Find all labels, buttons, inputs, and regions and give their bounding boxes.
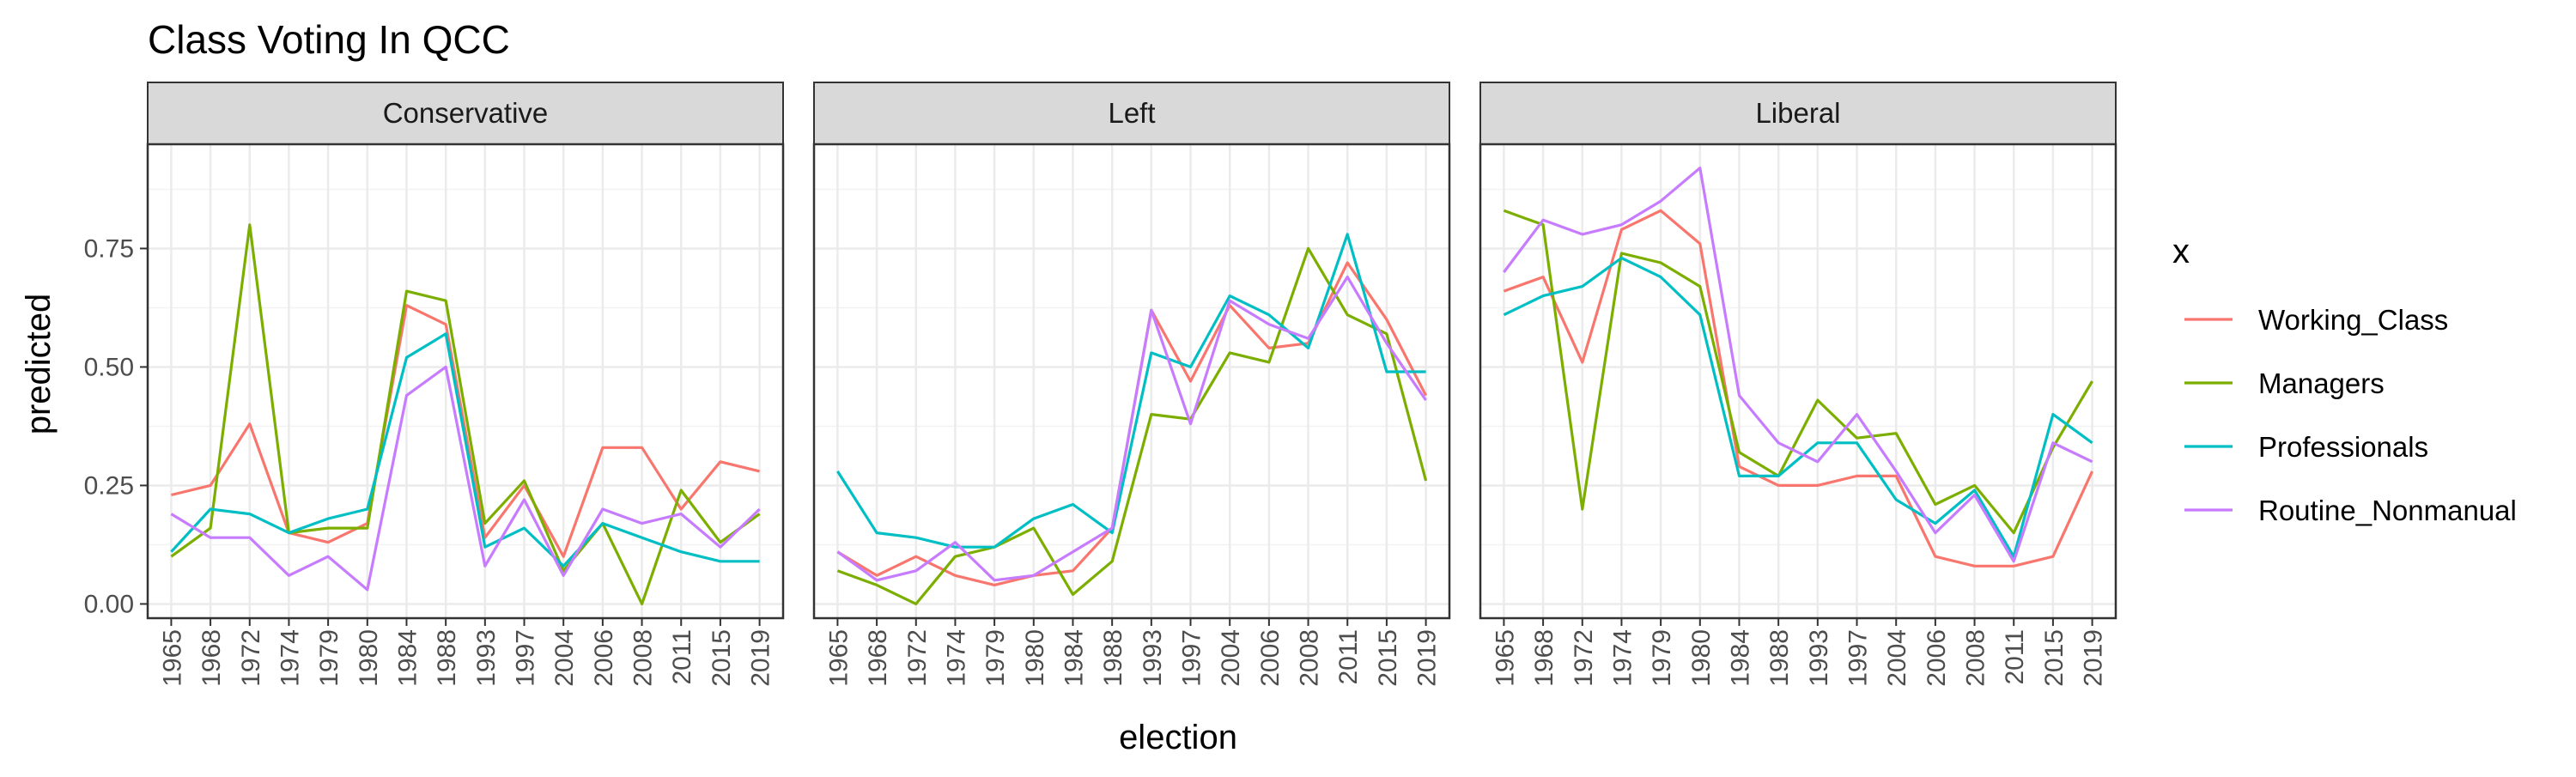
x-tick-label: 2006 <box>590 629 618 687</box>
x-tick-label: 1972 <box>237 629 265 687</box>
x-tick-label: 2008 <box>1962 629 1990 687</box>
chart-title: Class Voting In QCC <box>148 17 510 62</box>
legend-title: x <box>2172 233 2190 270</box>
series-line-working-class-liberal <box>1503 209 2094 568</box>
x-tick-label: 1988 <box>433 629 461 687</box>
legend-label-professionals: Professionals <box>2258 431 2428 463</box>
x-tick-label: 1980 <box>355 629 383 687</box>
panel-border-liberal <box>1479 143 2117 620</box>
x-tick-label: 1965 <box>1491 629 1519 687</box>
legend-label-routine-nonmanual: Routine_Nonmanual <box>2258 495 2517 526</box>
legend-item-working-class: Working_Class <box>2184 304 2448 336</box>
x-tick-label: 2004 <box>550 629 579 687</box>
legend: x Working_Class Managers Professionals Rout… <box>2172 233 2517 526</box>
plot-area-left <box>814 144 1449 618</box>
y-tick-label: 0.25 <box>84 471 134 500</box>
facet-panels: Conservative 1965 1968 1972 1974 1979 1980 1984… <box>84 82 2117 687</box>
y-axis-title: predicted <box>20 294 58 435</box>
x-tick-label: 1979 <box>981 629 1010 687</box>
panel-border-conservative <box>146 143 785 620</box>
x-tick-label: 2011 <box>2001 629 2029 685</box>
facet-liberal: Liberal 1965 1968 1972 1974 1979 1980 1984 1988 1… <box>1479 82 2117 687</box>
x-tick-label: 1968 <box>864 629 892 687</box>
legend-item-routine-nonmanual: Routine_Nonmanual <box>2184 495 2517 526</box>
x-tick-label: 2004 <box>1217 629 1245 687</box>
x-tick-label: 2015 <box>2040 629 2069 687</box>
x-tick-label: 2019 <box>2080 629 2108 687</box>
y-tick-label: 0.50 <box>84 353 134 381</box>
x-tick-label: 1968 <box>197 629 226 687</box>
x-tick-label: 1988 <box>1099 629 1127 687</box>
series-line-managers-conservative <box>170 223 761 606</box>
legend-label-working-class: Working_Class <box>2258 304 2448 336</box>
strip-conservative <box>147 82 784 145</box>
series-line-professionals-liberal <box>1503 256 2093 558</box>
facet-conservative: Conservative 1965 1968 1972 1974 1979 1980 1984… <box>84 82 785 687</box>
x-tick-label: 1965 <box>824 629 853 687</box>
series-line-working-class-conservative <box>171 304 760 558</box>
x-axis-title: election <box>1119 719 1237 756</box>
series-line-managers-left <box>836 246 1428 606</box>
panel-border-left <box>812 143 1451 620</box>
legend-item-professionals: Professionals <box>2184 431 2428 463</box>
x-tick-label: 2008 <box>1296 629 1324 687</box>
x-tick-label: 2008 <box>629 629 658 687</box>
x-tick-label: 1997 <box>512 629 540 687</box>
series-line-routine-nonmanual-conservative <box>170 365 761 592</box>
x-tick-label: 2019 <box>1413 629 1442 687</box>
x-tick-label: 1972 <box>903 629 932 687</box>
x-tick-label: 1993 <box>472 629 501 687</box>
plot-area-conservative <box>148 144 783 618</box>
series-line-professionals-conservative <box>170 332 760 568</box>
x-tick-label: 1980 <box>1687 629 1716 687</box>
strip-label-liberal: Liberal <box>1755 97 1840 129</box>
x-tick-label: 1974 <box>942 629 970 687</box>
x-tick-label: 1984 <box>1727 629 1755 687</box>
plot-area-liberal <box>1480 144 2116 618</box>
x-tick-label: 1972 <box>1570 629 1598 687</box>
series-line-managers-liberal <box>1503 209 2093 535</box>
legend-item-managers: Managers <box>2184 367 2385 399</box>
x-tick-label: 1988 <box>1765 629 1794 687</box>
x-tick-label: 1993 <box>1805 629 1833 687</box>
x-tick-label: 1979 <box>1648 629 1676 687</box>
strip-liberal <box>1479 82 2117 145</box>
x-tick-label: 2015 <box>1374 629 1402 687</box>
x-tick-label: 2011 <box>1334 629 1363 685</box>
x-tick-label: 2006 <box>1923 629 1951 687</box>
series-line-professionals-left <box>836 233 1426 549</box>
x-tick-label: 1984 <box>1060 629 1089 687</box>
x-tick-label: 2015 <box>708 629 736 687</box>
strip-label-conservative: Conservative <box>383 97 549 129</box>
x-tick-label: 1979 <box>315 629 343 687</box>
x-tick-label: 1993 <box>1139 629 1167 687</box>
x-tick-label: 1997 <box>1178 629 1206 687</box>
x-tick-label: 2006 <box>1256 629 1285 687</box>
y-tick-label: 0.00 <box>84 590 134 618</box>
x-tick-label: 2019 <box>747 629 775 687</box>
x-tick-label: 1965 <box>158 629 186 687</box>
x-tick-label: 1974 <box>1608 629 1637 687</box>
x-tick-label: 1997 <box>1844 629 1873 687</box>
x-tick-label: 2011 <box>668 629 696 685</box>
strip-left <box>813 82 1450 145</box>
x-tick-label: 1984 <box>394 629 422 687</box>
series-line-routine-nonmanual-left <box>836 276 1427 582</box>
legend-label-managers: Managers <box>2258 367 2385 399</box>
x-tick-label: 1974 <box>276 629 304 687</box>
y-tick-label: 0.75 <box>84 234 134 263</box>
x-tick-label: 1968 <box>1530 629 1558 687</box>
x-tick-label: 2004 <box>1883 629 1911 687</box>
x-tick-label: 1980 <box>1021 629 1049 687</box>
facet-left: Left 1965 1968 1972 1974 1979 1980 1984 1988 1993… <box>812 82 1451 687</box>
strip-label-left: Left <box>1108 97 1155 129</box>
series-line-routine-nonmanual-liberal <box>1503 167 2093 563</box>
